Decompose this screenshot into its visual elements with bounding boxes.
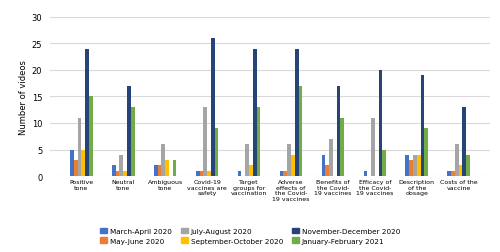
Bar [420, 76, 424, 176]
Bar [336, 86, 340, 176]
Bar [371, 118, 375, 176]
Bar [249, 166, 253, 176]
Bar [78, 118, 82, 176]
Bar [172, 161, 176, 176]
Bar [329, 139, 333, 176]
Bar [70, 150, 74, 176]
Bar [154, 166, 158, 176]
Bar [378, 71, 382, 176]
Bar [127, 86, 131, 176]
Bar [448, 171, 451, 176]
Bar [284, 171, 287, 176]
Bar [253, 49, 256, 176]
Bar [200, 171, 203, 176]
Bar [89, 97, 92, 176]
Bar [123, 171, 127, 176]
Bar [298, 86, 302, 176]
Bar [424, 129, 428, 176]
Bar [382, 150, 386, 176]
Bar [287, 145, 291, 176]
Bar [409, 161, 413, 176]
Bar [207, 171, 211, 176]
Bar [211, 39, 214, 176]
Bar [116, 171, 119, 176]
Bar [162, 145, 165, 176]
Bar [204, 108, 207, 176]
Bar [196, 171, 200, 176]
Bar [364, 171, 368, 176]
Bar [238, 171, 242, 176]
Bar [340, 118, 344, 176]
Bar [74, 161, 78, 176]
Bar [82, 150, 85, 176]
Bar [120, 155, 123, 176]
Bar [112, 166, 116, 176]
Bar [462, 108, 466, 176]
Bar [280, 171, 283, 176]
Bar [458, 166, 462, 176]
Bar [158, 166, 162, 176]
Bar [451, 171, 455, 176]
Bar [413, 155, 417, 176]
Bar [256, 108, 260, 176]
Bar [85, 49, 89, 176]
Bar [466, 155, 470, 176]
Bar [131, 108, 134, 176]
Y-axis label: Number of videos: Number of videos [18, 60, 28, 134]
Bar [165, 161, 169, 176]
Bar [417, 155, 420, 176]
Bar [291, 155, 294, 176]
Bar [246, 145, 249, 176]
Bar [406, 155, 409, 176]
Bar [322, 155, 326, 176]
Bar [214, 129, 218, 176]
Legend: March-April 2020, May-June 2020, July-August 2020, September-October 2020, Novem: March-April 2020, May-June 2020, July-Au… [98, 226, 403, 246]
Bar [294, 49, 298, 176]
Bar [455, 145, 458, 176]
Bar [326, 166, 329, 176]
